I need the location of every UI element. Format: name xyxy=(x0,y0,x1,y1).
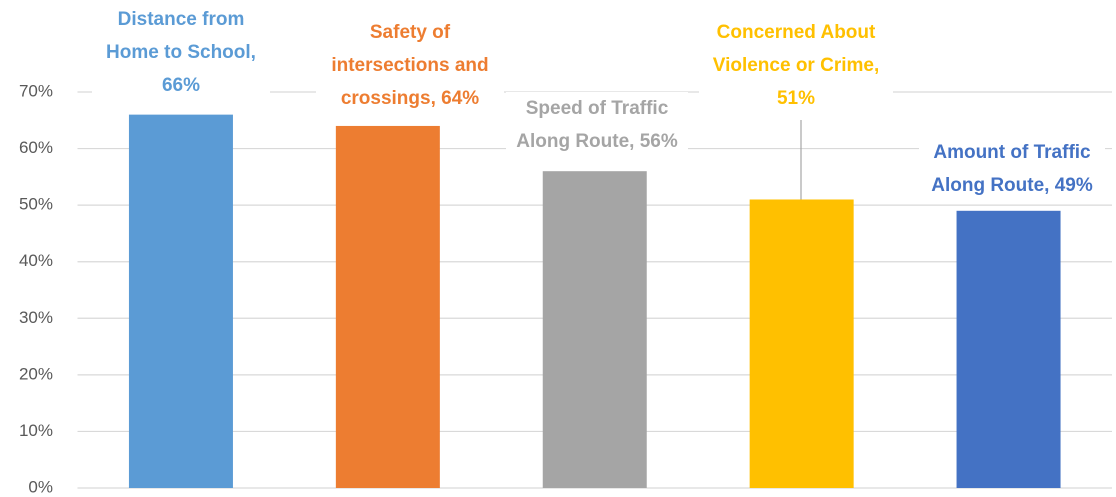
bar xyxy=(128,114,233,488)
bar xyxy=(542,171,647,488)
bar xyxy=(749,199,854,488)
y-tick-label: 10% xyxy=(19,421,53,440)
y-tick-label: 60% xyxy=(19,138,53,157)
data-label: Distance from Home to School, 66% xyxy=(92,3,270,102)
bar xyxy=(335,125,440,488)
bar xyxy=(956,210,1061,489)
y-tick-label: 40% xyxy=(19,251,53,270)
y-tick-label: 70% xyxy=(19,81,53,100)
data-label: Concerned About Violence or Crime, 51% xyxy=(699,16,893,115)
data-label: Amount of Traffic Along Route, 49% xyxy=(919,136,1105,202)
y-tick-label: 0% xyxy=(28,477,53,496)
data-label: Safety of intersections and crossings, 6… xyxy=(316,16,504,115)
y-tick-label: 20% xyxy=(19,364,53,383)
y-tick-label: 50% xyxy=(19,195,53,214)
data-label: Speed of Traffic Along Route, 56% xyxy=(506,92,688,158)
y-tick-label: 30% xyxy=(19,308,53,327)
